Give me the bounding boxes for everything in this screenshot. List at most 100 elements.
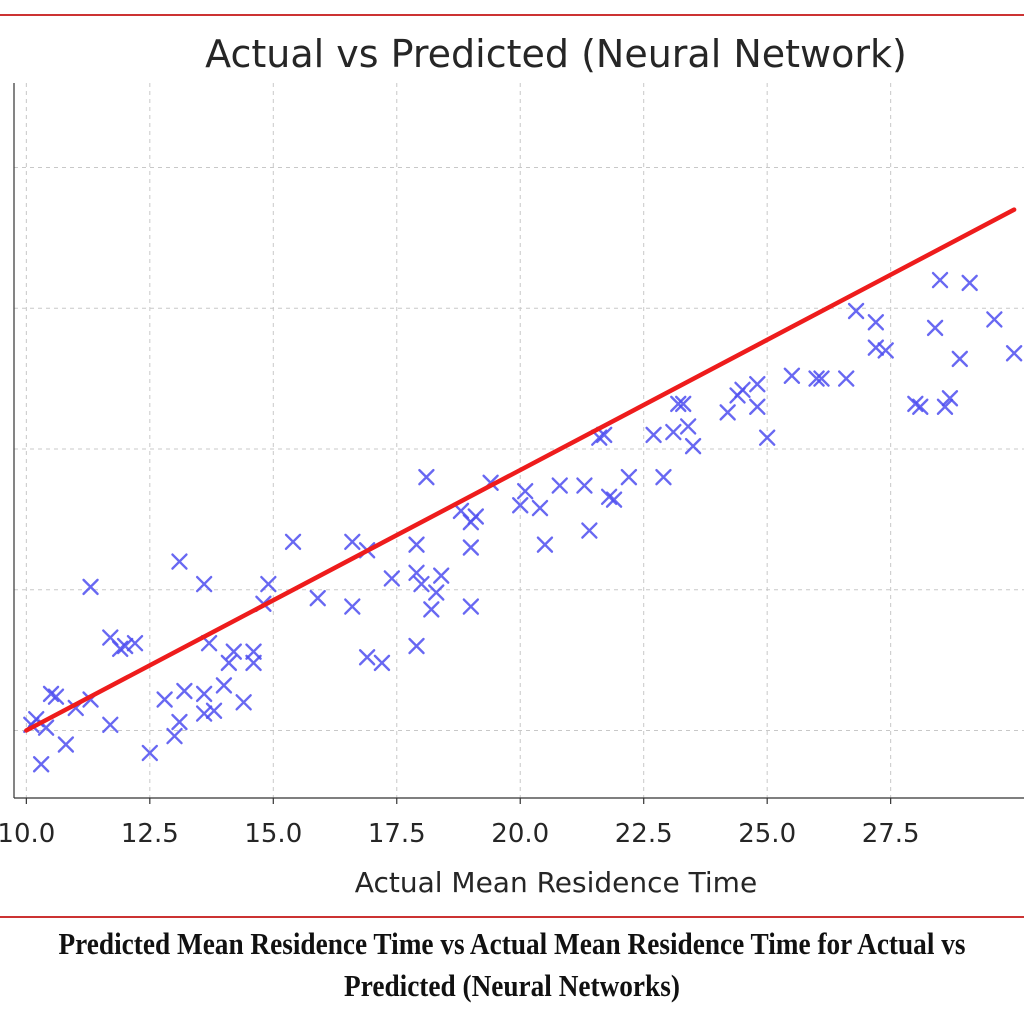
regression-line <box>24 207 1017 733</box>
data-point-84 <box>838 370 855 387</box>
data-point-78 <box>749 376 766 393</box>
data-point-44 <box>408 637 425 655</box>
figure-caption-line-1: Predicted Mean Residence Time vs Actual … <box>58 926 966 961</box>
axes <box>13 83 1024 799</box>
data-point-30 <box>245 654 262 672</box>
data-point-93 <box>936 398 954 415</box>
data-point-75 <box>719 404 736 421</box>
data-point-28 <box>225 643 242 660</box>
figure-caption-line-2: Predicted (Neural Networks) <box>344 968 680 1003</box>
data-point-16 <box>156 691 173 708</box>
data-point-23 <box>195 575 213 593</box>
data-point-45 <box>413 575 430 593</box>
data-point-21 <box>195 685 213 703</box>
data-point-19 <box>171 553 188 570</box>
data-point-73 <box>679 418 697 435</box>
data-point-94 <box>941 390 959 407</box>
data-point-40 <box>373 654 391 672</box>
data-point-68 <box>645 426 662 444</box>
data-point-56 <box>512 497 529 514</box>
data-point-25 <box>205 702 223 719</box>
grid-lines <box>14 83 1024 798</box>
data-point-37 <box>344 533 361 551</box>
data-point-92 <box>931 271 949 289</box>
data-point-46 <box>418 468 435 486</box>
data-point-98 <box>1005 345 1023 362</box>
data-point-2 <box>32 756 50 773</box>
data-point-34 <box>284 533 302 551</box>
data-point-89 <box>907 395 924 413</box>
data-point-95 <box>951 350 968 368</box>
x-tick-label-5: 22.5 <box>615 819 673 849</box>
data-point-80 <box>758 429 776 446</box>
data-point-87 <box>867 339 885 356</box>
data-point-41 <box>383 570 401 587</box>
data-point-12 <box>111 640 129 658</box>
data-point-54 <box>462 598 480 615</box>
data-point-20 <box>176 682 193 700</box>
data-point-18 <box>171 713 188 731</box>
data-point-96 <box>961 274 978 292</box>
data-point-90 <box>912 398 929 415</box>
data-point-6 <box>57 736 75 753</box>
data-point-81 <box>783 367 801 384</box>
data-point-39 <box>358 649 376 666</box>
data-point-29 <box>235 694 252 711</box>
data-point-43 <box>408 564 425 582</box>
data-point-42 <box>408 536 425 553</box>
data-point-15 <box>141 744 159 762</box>
data-point-67 <box>620 468 638 486</box>
data-point-70 <box>665 423 682 441</box>
data-point-71 <box>670 395 687 413</box>
x-tick-label-0: 10.0 <box>0 819 55 849</box>
x-tick-label-2: 15.0 <box>244 819 302 849</box>
data-point-4 <box>42 685 60 703</box>
data-point-82 <box>808 370 825 387</box>
data-point-88 <box>877 342 894 359</box>
bottom-red-rule <box>0 916 1024 918</box>
data-point-35 <box>309 589 326 607</box>
data-point-48 <box>428 584 445 601</box>
data-point-58 <box>531 499 549 517</box>
data-point-65 <box>600 488 618 505</box>
data-point-14 <box>126 634 144 652</box>
data-point-77 <box>734 381 751 399</box>
x-tick-label-3: 17.5 <box>368 819 426 849</box>
x-axis-label: Actual Mean Residence Time <box>355 866 757 899</box>
scatter-chart: Actual vs Predicted (Neural Network) 10.… <box>0 32 1024 899</box>
data-point-57 <box>516 482 534 500</box>
data-point-62 <box>581 522 598 539</box>
data-point-31 <box>245 643 262 660</box>
data-point-53 <box>462 539 480 556</box>
data-point-83 <box>813 370 830 387</box>
data-point-74 <box>684 437 702 455</box>
data-points <box>23 271 1023 773</box>
data-point-27 <box>220 654 238 672</box>
data-point-17 <box>166 727 183 745</box>
data-point-86 <box>867 314 885 331</box>
data-point-49 <box>433 567 450 584</box>
fit-line <box>24 207 1017 733</box>
x-tick-label-4: 20.0 <box>491 819 549 849</box>
data-point-59 <box>536 536 554 553</box>
data-point-85 <box>847 302 865 320</box>
data-point-5 <box>47 688 65 705</box>
data-point-47 <box>423 601 440 618</box>
data-point-26 <box>215 677 233 694</box>
data-point-79 <box>749 398 766 415</box>
x-tick-label-6: 25.0 <box>738 819 796 849</box>
x-tick-label-7: 27.5 <box>862 819 920 849</box>
data-point-10 <box>102 716 119 734</box>
data-point-72 <box>675 395 692 413</box>
data-point-22 <box>195 705 213 722</box>
data-point-60 <box>551 477 568 494</box>
data-point-91 <box>926 319 944 337</box>
data-point-13 <box>116 637 134 655</box>
data-point-52 <box>467 508 484 525</box>
data-point-61 <box>576 477 593 494</box>
data-point-97 <box>986 311 1003 328</box>
data-point-69 <box>655 468 672 486</box>
data-point-33 <box>260 575 277 593</box>
data-point-36 <box>344 598 361 615</box>
data-point-9 <box>82 578 99 596</box>
